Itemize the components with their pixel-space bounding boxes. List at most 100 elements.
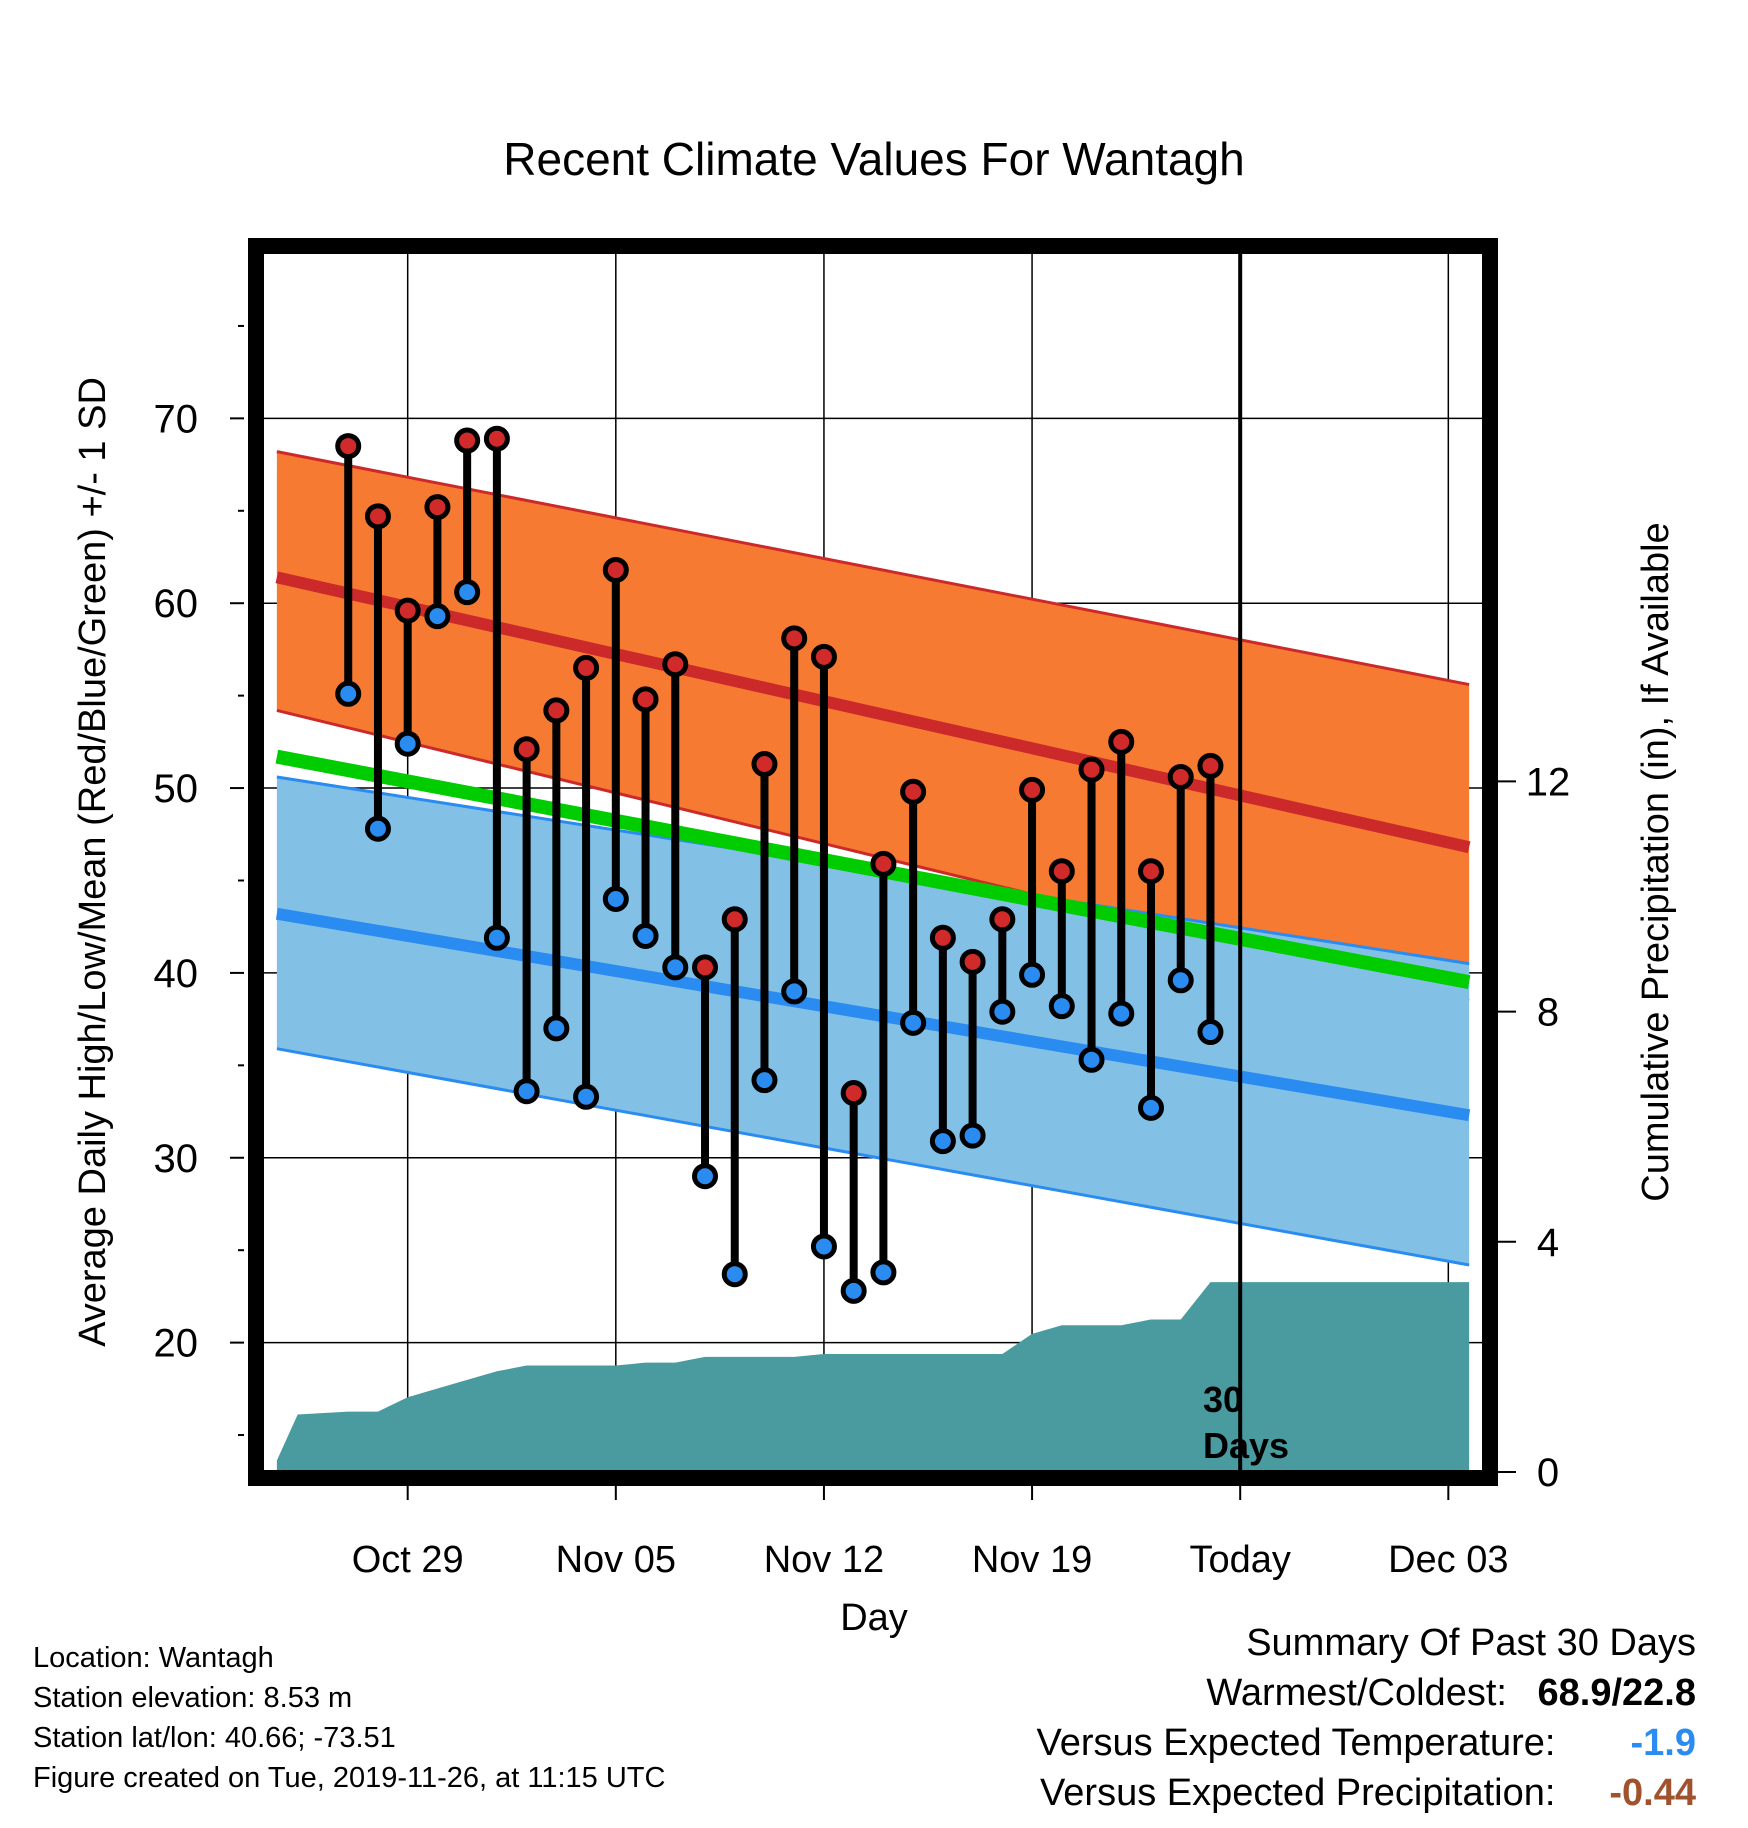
created-text: Figure created on Tue, 2019-11-26, at 11… <box>33 1762 666 1794</box>
obs-low-point <box>1197 1019 1224 1046</box>
obs-high-point <box>1167 763 1194 790</box>
summary-temp: Versus Expected Temperature: -1.9 <box>1037 1722 1696 1765</box>
obs-high-point <box>781 625 808 652</box>
obs-low-point <box>870 1259 897 1286</box>
obs-high-point <box>483 425 510 452</box>
warm-cold-value: 68.9/22.8 <box>1537 1672 1696 1714</box>
precipitation-area <box>276 1282 1470 1472</box>
obs-high-point <box>364 503 391 530</box>
y2-tick-label: 4 <box>1537 1221 1559 1265</box>
obs-low-point <box>1019 961 1046 988</box>
today-annotation-line1: 30 <box>1203 1379 1243 1420</box>
obs-low-point <box>602 885 629 912</box>
latlon-text: Station lat/lon: 40.66; -73.51 <box>33 1722 396 1754</box>
y2-tick-label: 0 <box>1537 1451 1559 1495</box>
obs-low-point <box>1078 1046 1105 1073</box>
station-info: Location: Wantagh Station elevation: 8.5… <box>33 1638 665 1798</box>
obs-low-point <box>1137 1094 1164 1121</box>
x-tick-label: Nov 12 <box>764 1539 884 1581</box>
obs-high-point <box>424 494 451 521</box>
obs-high-point <box>513 736 540 763</box>
axes: 20 30 40 50 60 70 0 4 8 12 Oct 29 Nov 05 Nov 12 Nov 1… <box>154 324 1571 1581</box>
obs-high-point <box>1137 858 1164 885</box>
y-tick-label: 50 <box>154 767 199 811</box>
high-normal-band <box>276 451 1470 1001</box>
location-text: Location: Wantagh <box>33 1642 274 1674</box>
obs-low-point <box>454 579 481 606</box>
obs-low-point <box>1108 1000 1135 1027</box>
obs-low-point <box>632 922 659 949</box>
y2-axis-label: Cumulative Precipitation (in), If Availa… <box>1635 522 1677 1201</box>
obs-low-point <box>959 1122 986 1149</box>
obs-low-point <box>543 1015 570 1042</box>
obs-high-point <box>1019 776 1046 803</box>
y2-tick-label: 8 <box>1537 991 1559 1035</box>
today-annotation-line2: Days <box>1203 1425 1289 1466</box>
precip-label: Versus Expected Precipitation: <box>1040 1772 1556 1814</box>
obs-high-point <box>989 906 1016 933</box>
x-tick-label: Today <box>1189 1539 1290 1581</box>
obs-high-point <box>543 697 570 724</box>
obs-low-point <box>1048 993 1075 1020</box>
obs-low-point <box>810 1233 837 1260</box>
y-tick-label: 20 <box>154 1322 199 1366</box>
temp-value: -1.9 <box>1630 1722 1696 1764</box>
y-axis-label: Average Daily High/Low/Mean (Red/Blue/Gr… <box>72 377 114 1347</box>
precip-value: -0.44 <box>1609 1772 1696 1814</box>
obs-high-point <box>870 850 897 877</box>
obs-low-point <box>989 998 1016 1025</box>
plot-area <box>275 252 1471 1472</box>
y-tick-label: 40 <box>154 952 199 996</box>
obs-high-point <box>721 906 748 933</box>
obs-high-point <box>1078 756 1105 783</box>
obs-low-point <box>573 1083 600 1110</box>
low-normal-band <box>276 776 1470 1265</box>
high-upper-line <box>276 450 1470 687</box>
low-mean-line <box>275 907 1471 1122</box>
obs-low-point <box>840 1277 867 1304</box>
obs-low-point <box>424 603 451 630</box>
obs-high-point <box>810 643 837 670</box>
warm-cold-label: Warmest/Coldest: <box>1206 1672 1507 1714</box>
obs-low-point <box>692 1163 719 1190</box>
chart-title: Recent Climate Values For Wantagh <box>503 133 1244 185</box>
obs-low-point <box>1167 967 1194 994</box>
obs-high-point <box>692 954 719 981</box>
obs-low-point <box>929 1128 956 1155</box>
y-tick-label: 60 <box>154 582 199 626</box>
obs-high-point <box>573 654 600 681</box>
obs-high-point <box>959 948 986 975</box>
y2-tick-label: 12 <box>1526 760 1571 804</box>
observations <box>335 425 1224 1304</box>
x-tick-label: Dec 03 <box>1388 1539 1508 1581</box>
obs-low-point <box>335 680 362 707</box>
summary-warm-cold: Warmest/Coldest: 68.9/22.8 <box>1206 1672 1696 1715</box>
temp-label: Versus Expected Temperature: <box>1036 1722 1556 1764</box>
y-tick-label: 30 <box>154 1137 199 1181</box>
x-tick-label: Nov 05 <box>556 1539 676 1581</box>
obs-high-point <box>929 924 956 951</box>
obs-low-point <box>721 1261 748 1288</box>
obs-low-point <box>394 730 421 757</box>
obs-high-point <box>454 427 481 454</box>
summary-heading: Summary Of Past 30 Days <box>1246 1622 1696 1664</box>
low-lower-line <box>276 1047 1470 1267</box>
obs-low-point <box>364 815 391 842</box>
elevation-text: Station elevation: 8.53 m <box>33 1682 353 1714</box>
obs-high-point <box>662 651 689 678</box>
obs-high-point <box>1048 858 1075 885</box>
obs-low-point <box>483 924 510 951</box>
obs-high-point <box>602 556 629 583</box>
obs-high-point <box>1108 728 1135 755</box>
obs-high-point <box>632 686 659 713</box>
y-tick-label: 70 <box>154 397 199 441</box>
summary-precip: Versus Expected Precipitation: -0.44 <box>1040 1772 1696 1815</box>
plot-frame <box>248 238 1498 1486</box>
obs-high-point <box>751 751 778 778</box>
obs-low-point <box>900 1009 927 1036</box>
obs-high-point <box>394 597 421 624</box>
obs-high-point <box>840 1080 867 1107</box>
high-mean-line <box>275 571 1471 854</box>
obs-high-point <box>335 433 362 460</box>
obs-high-point <box>1197 752 1224 779</box>
